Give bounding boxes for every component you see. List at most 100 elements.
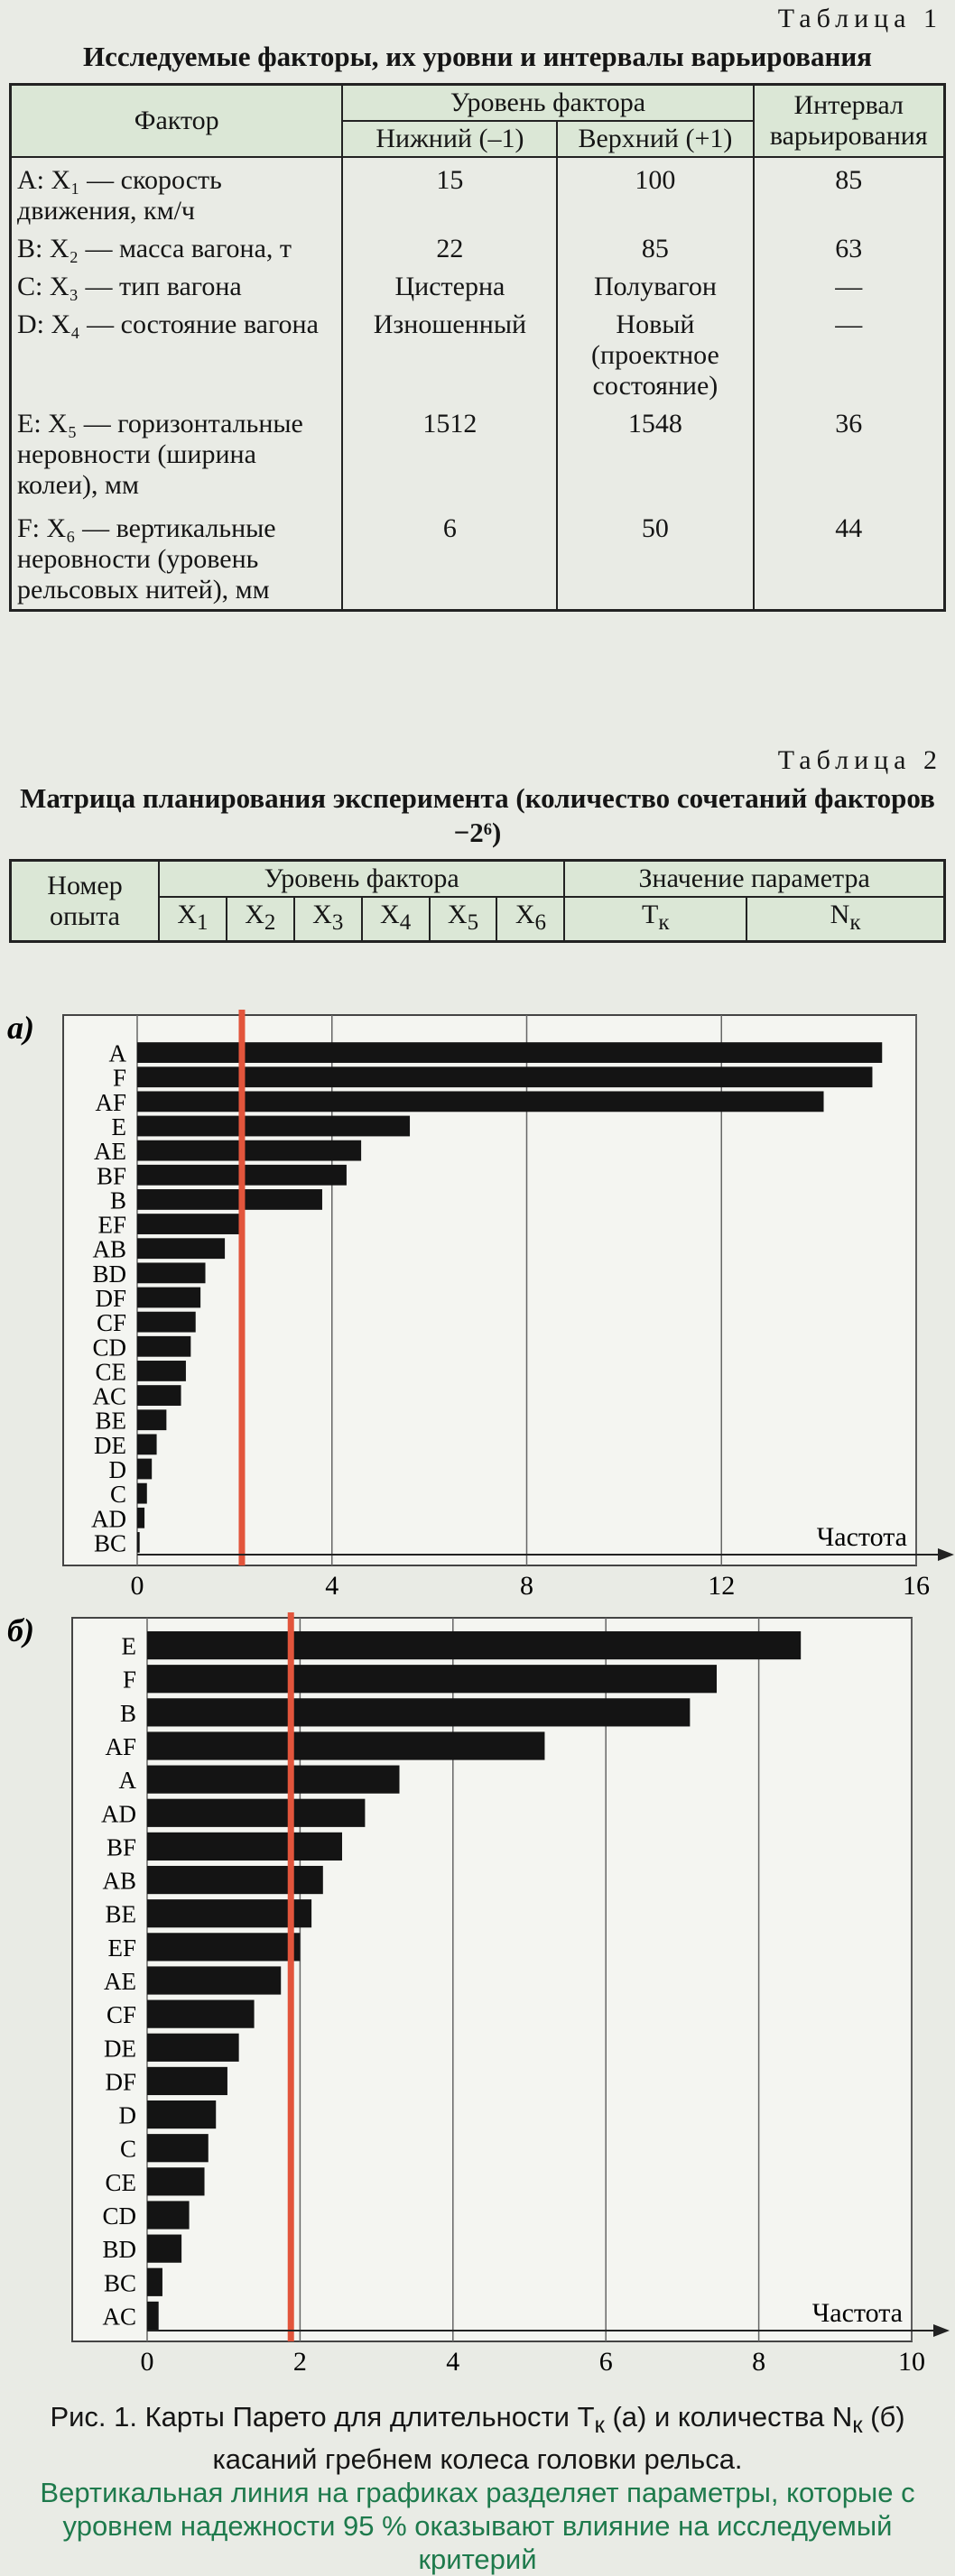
table-cell: E: X₅ — горизонтальные неровности (ширин… (9, 405, 344, 510)
panel-label: а) (7, 1010, 34, 1046)
category-label: AC (102, 2303, 136, 2330)
bar (147, 2234, 182, 2263)
header-cell: Уровень фактора (341, 83, 755, 122)
header-sub: 3 (331, 910, 344, 935)
bar (147, 1665, 718, 1694)
header-text: X (447, 900, 468, 929)
header-text: X (380, 900, 400, 929)
bar (137, 1532, 140, 1553)
bar (137, 1189, 322, 1210)
bar (137, 1409, 167, 1431)
table-title: Исследуемые факторы, их уровни и интерва… (83, 41, 872, 72)
table-cell: 36 (752, 405, 946, 510)
table-body: A: X₁ — скорость движения, км/ч 15 100 85 B:… (9, 157, 946, 611)
bar (147, 1832, 342, 1861)
bar (137, 1507, 145, 1528)
bar (137, 1066, 873, 1088)
bar (137, 1262, 206, 1284)
category-label: EF (107, 1934, 136, 1962)
category-label: DE (94, 1432, 126, 1459)
header-text: X (177, 900, 198, 929)
header-sub: 5 (467, 910, 479, 935)
table-cell: 44 (752, 510, 946, 611)
header-cell: Tк (563, 896, 748, 943)
header-cell: X1 (158, 896, 227, 943)
header-cell: Нижний (–1) (341, 120, 559, 158)
x-tick-label: 6 (599, 2347, 613, 2377)
category-label: E (112, 1113, 127, 1140)
category-label: CE (105, 2169, 136, 2196)
category-label: F (113, 1065, 126, 1092)
bar (147, 1798, 366, 1827)
category-label: DF (95, 1285, 126, 1312)
table-cell: 15 (341, 157, 559, 230)
x-tick-label: 16 (903, 1571, 930, 1601)
category-label: AD (101, 1800, 136, 1827)
table-cell: 50 (556, 510, 755, 611)
header-text: X (312, 900, 332, 929)
category-label: BE (105, 1901, 136, 1928)
caption-text: (а) и количества N (604, 2401, 853, 2433)
header-text: N (830, 900, 850, 929)
category-label: CD (92, 1334, 126, 1361)
category-label: AF (105, 1733, 136, 1760)
category-label: B (120, 1700, 136, 1727)
x-axis-label: Частота (817, 1522, 907, 1552)
caption: Рис. 1. Карты Парето для длительности T к… (18, 2400, 937, 2576)
bar (147, 2066, 227, 2096)
header-cell: Значение параметра (563, 859, 946, 898)
table-label: Таблица 2 (777, 745, 942, 775)
category-label: A (109, 1040, 127, 1067)
table-label: Таблица 1 (777, 4, 942, 33)
bar (147, 2134, 209, 2163)
category-label: AB (102, 1868, 136, 1895)
caption-text: к (852, 2413, 863, 2439)
bar (137, 1042, 883, 1063)
table-cell: 100 (556, 157, 755, 230)
header-cell: X4 (360, 896, 431, 943)
bar (147, 1899, 312, 1928)
table-row: D: X₄ — состояние вагона Изношенный Новый … (9, 306, 946, 405)
caption-text: Рис. 1. Карты Парето для длительности T (50, 2401, 595, 2433)
category-label: D (109, 1456, 127, 1483)
header-sub: 6 (534, 910, 546, 935)
header-sub: 4 (399, 910, 412, 935)
x-tick-label: 0 (141, 2347, 154, 2377)
table-cell: — (752, 306, 946, 405)
bar (137, 1311, 196, 1333)
x-tick-label: 4 (325, 1571, 338, 1601)
header-sub: 2 (264, 910, 276, 935)
category-label: BD (102, 2236, 136, 2263)
header-cell: X3 (292, 896, 363, 943)
category-label: F (123, 1667, 136, 1694)
table-cell: 85 (752, 157, 946, 230)
table-cell: — (752, 268, 946, 306)
category-label: C (120, 2136, 136, 2163)
bar (147, 1698, 691, 1727)
header-cell: X2 (225, 896, 295, 943)
category-label: DE (104, 2035, 136, 2062)
header-cell: Интервал варьирования (752, 83, 946, 158)
caption-note: Вертикальная линия на графиках разделяет… (40, 2477, 915, 2576)
table-cell: 85 (556, 230, 755, 268)
category-label: D (119, 2102, 137, 2129)
bar (137, 1287, 201, 1308)
header-sub: к (658, 910, 670, 935)
table-row: A: X₁ — скорость движения, км/ч 15 100 85 (9, 157, 946, 230)
category-label: BC (104, 2269, 136, 2296)
header-text: X (245, 900, 264, 929)
table: Номер опыта Уровень фактора Значение пар… (9, 859, 946, 943)
table-row: F: X₆ — вертикальные неровности (уровень… (9, 510, 946, 611)
table-cell: Полувагон (556, 268, 755, 306)
category-label: C (110, 1481, 126, 1508)
header-cell: Верхний (+1) (556, 120, 755, 158)
table-cell: 1512 (341, 405, 559, 510)
chart: 0 4 8 12 16AFAFEAEBFBEFABBDDFCFCDCEACBEDEDCA… (7, 1010, 954, 1601)
arrow-head (933, 2324, 950, 2337)
table-row: C: X₃ — тип вагона Цистерна Полувагон — (9, 268, 946, 306)
bar (137, 1458, 153, 1480)
bar (137, 1214, 240, 1234)
table-cell: 1548 (556, 405, 755, 510)
header-text: X (515, 900, 535, 929)
